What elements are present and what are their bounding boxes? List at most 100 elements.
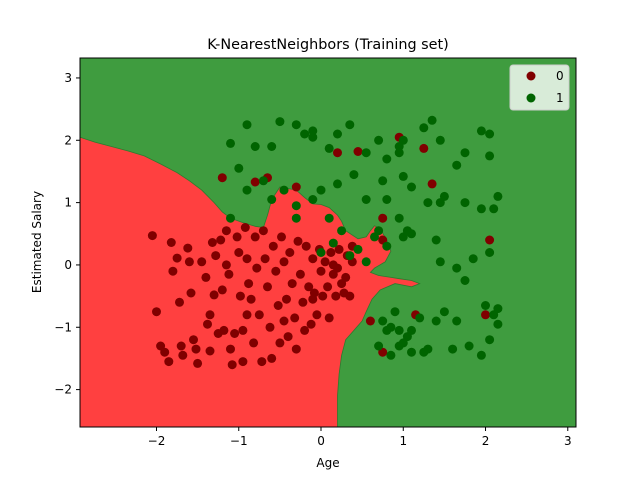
point-class-1: [328, 238, 338, 248]
point-class-1: [394, 341, 404, 351]
point-class-0: [152, 307, 161, 317]
axes-frame: [79, 57, 577, 428]
point-class-1: [407, 229, 416, 239]
point-class-0: [147, 231, 157, 241]
point-class-0: [178, 350, 188, 360]
point-class-0: [176, 341, 186, 351]
point-class-0: [334, 244, 344, 254]
point-class-0: [267, 353, 277, 363]
legend-marker-1: [526, 93, 536, 103]
point-class-0: [293, 236, 303, 246]
point-class-1: [267, 195, 277, 204]
point-class-0: [250, 232, 260, 242]
point-class-0: [193, 358, 203, 368]
legend-label-0: 0: [556, 69, 564, 83]
point-class-0: [238, 325, 248, 335]
point-class-1: [427, 115, 437, 125]
point-class-0: [275, 338, 285, 348]
point-class-1: [337, 226, 347, 236]
point-class-0: [304, 282, 314, 292]
chart-title: K-NearestNeighbors (Training set): [207, 37, 449, 53]
point-class-0: [257, 357, 267, 367]
point-class-0: [283, 332, 293, 342]
point-class-0: [378, 213, 388, 223]
point-class-0: [172, 253, 182, 263]
point-class-1: [481, 301, 490, 310]
point-class-0: [234, 248, 244, 257]
point-class-0: [238, 357, 248, 367]
legend: 0 1: [509, 64, 570, 111]
point-class-1: [291, 213, 301, 223]
point-class-0: [298, 297, 308, 307]
point-class-0: [227, 360, 237, 370]
point-class-0: [331, 291, 341, 301]
point-class-0: [221, 226, 231, 236]
point-class-1: [316, 185, 326, 195]
point-class-1: [485, 151, 495, 161]
point-class-1: [468, 254, 478, 264]
point-class-0: [341, 272, 351, 282]
point-class-0: [301, 241, 311, 251]
x-tick-label: −1: [230, 434, 248, 448]
point-class-1: [452, 160, 462, 170]
point-class-1: [394, 213, 404, 223]
point-class-1: [374, 135, 384, 145]
point-class-1: [308, 126, 318, 136]
point-class-1: [398, 171, 408, 181]
point-class-1: [493, 319, 503, 329]
point-class-1: [390, 307, 400, 317]
point-class-0: [221, 260, 231, 270]
point-class-0: [175, 297, 184, 307]
point-class-0: [485, 235, 495, 245]
point-class-0: [265, 322, 275, 332]
point-class-1: [394, 148, 404, 158]
point-class-0: [230, 329, 240, 338]
point-class-1: [291, 120, 301, 130]
point-class-0: [300, 325, 310, 335]
point-class-0: [242, 254, 252, 264]
point-class-1: [431, 316, 441, 326]
point-class-1: [431, 235, 441, 245]
point-class-0: [324, 313, 334, 323]
legend-marker-0: [526, 71, 536, 81]
point-class-0: [345, 291, 355, 301]
point-class-0: [279, 316, 289, 326]
point-class-0: [427, 179, 437, 189]
point-class-0: [189, 335, 198, 345]
point-class-1: [242, 120, 252, 130]
point-class-1: [394, 325, 404, 335]
point-class-1: [316, 248, 326, 257]
point-class-0: [260, 254, 270, 264]
point-class-0: [308, 254, 318, 264]
point-class-0: [291, 344, 301, 354]
point-class-1: [423, 198, 433, 208]
point-class-0: [323, 282, 333, 292]
point-class-0: [249, 338, 259, 348]
point-class-0: [263, 282, 272, 292]
point-class-1: [407, 182, 416, 192]
point-class-1: [485, 129, 495, 139]
point-class-0: [273, 301, 283, 310]
point-class-1: [448, 344, 458, 354]
point-class-0: [240, 223, 250, 232]
point-class-1: [398, 232, 408, 242]
point-class-1: [476, 126, 486, 136]
point-class-1: [291, 201, 301, 211]
point-class-1: [353, 244, 363, 254]
point-class-0: [333, 148, 342, 158]
point-class-1: [464, 341, 474, 351]
point-class-1: [439, 307, 449, 317]
x-tick-label: 3: [564, 434, 572, 448]
point-class-0: [242, 310, 252, 320]
point-class-0: [217, 285, 227, 295]
point-class-1: [407, 347, 416, 357]
legend-box: [509, 64, 570, 111]
point-class-1: [333, 179, 342, 189]
point-class-0: [211, 251, 221, 261]
point-class-1: [419, 123, 429, 133]
point-class-0: [160, 347, 170, 357]
point-class-0: [205, 346, 215, 356]
legend-label-1: 1: [556, 91, 564, 105]
point-class-1: [267, 142, 277, 151]
point-class-1: [308, 132, 318, 142]
